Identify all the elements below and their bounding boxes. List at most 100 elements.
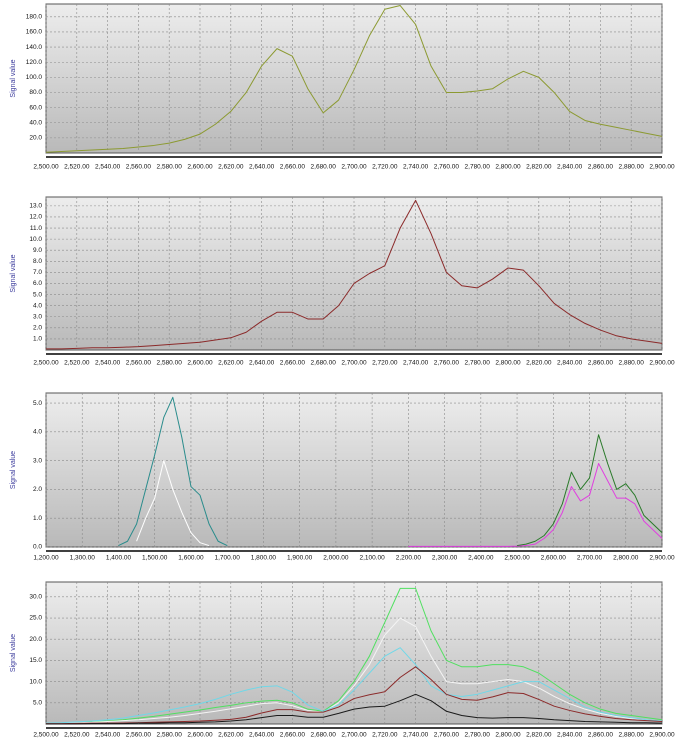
x-tick-label: 2,600.00 [187,164,213,171]
x-tick-label: 2,900.00 [649,732,675,739]
x-tick-label: 2,620.00 [218,164,244,171]
x-tick-label: 2,640.00 [249,164,275,171]
x-tick-label: 2,300.00 [432,555,458,562]
y-tick-label: 3.0 [33,457,42,464]
x-tick-label: 2,660.00 [280,360,306,367]
x-tick-label: 2,780.00 [465,164,491,171]
y-tick-label: 3.0 [33,313,42,320]
y-tick-label: 25.0 [29,615,42,622]
panel: 1,200.00 1,300.00 1,400.00 1,500.00 1,600.00… [10,392,675,562]
plot-background [45,581,663,725]
x-tick-label: 2,560.00 [126,164,152,171]
x-tick-label: 2,660.00 [280,164,306,171]
data-line [45,647,663,724]
data-line [46,693,663,725]
x-tick-label: 2,800.00 [495,732,521,739]
y-axis-title: Signal value [10,254,17,292]
y-axis-title: Signal value [10,451,17,489]
y-tick-label: 140.0 [26,44,43,51]
x-tick-label: 2,520.00 [64,732,90,739]
plot-background [45,392,663,548]
x-tick-label: 2,500.00 [33,732,59,739]
x-tick-label: 2,740.00 [403,732,429,739]
y-tick-label: 20.0 [29,135,42,142]
y-tick-label: 2.0 [33,486,42,493]
x-tick-label: 1,800.00 [251,555,277,562]
x-tick-label: 2,660.00 [280,732,306,739]
x-tick-label: 2,000.00 [323,555,349,562]
x-tick-label: 2,680.00 [311,360,337,367]
x-tick-label: 2,860.00 [588,360,614,367]
y-tick-label: 7.0 [33,269,42,276]
x-tick-label: 2,900.00 [649,555,675,562]
x-tick-label: 2,100.00 [359,555,385,562]
x-tick-label: 2,880.00 [619,164,645,171]
data-line [46,199,663,350]
x-tick-label: 2,700.00 [577,555,603,562]
x-tick-label: 2,520.00 [64,360,90,367]
data-line [136,460,210,547]
x-tick-label: 2,540.00 [95,732,121,739]
y-tick-label: 0.0 [33,544,42,551]
x-tick-label: 2,840.00 [557,164,583,171]
y-tick-label: 13.0 [29,203,42,210]
x-tick-label: 2,720.00 [372,360,398,367]
panel: 2,500.00 2,520.00 2,540.00 2,560.00 2,580.00… [10,581,675,739]
x-tick-label: 2,800.00 [613,555,639,562]
x-tick-label: 2,680.00 [311,164,337,171]
y-tick-label: 1.0 [33,336,42,343]
x-tick-label: 2,640.00 [249,360,275,367]
y-tick-label: 15.0 [29,657,42,664]
x-tick-label: 2,840.00 [557,732,583,739]
x-tick-label: 1,400.00 [106,555,132,562]
y-tick-label: 4.0 [33,429,42,436]
x-tick-label: 2,760.00 [434,360,460,367]
x-tick-label: 2,760.00 [434,732,460,739]
y-tick-label: 12.0 [29,214,42,221]
y-tick-label: 4.0 [33,302,42,309]
x-tick-label: 2,580.00 [157,360,183,367]
y-tick-label: 10.0 [29,236,42,243]
data-line [408,463,663,547]
x-tick-label: 2,800.00 [495,164,521,171]
y-tick-label: 180.0 [26,14,43,21]
data-line [118,396,228,547]
y-tick-label: 160.0 [26,29,43,36]
x-tick-label: 2,820.00 [526,732,552,739]
panel: 2,500.00 2,520.00 2,540.00 2,560.00 2,580.00… [10,196,675,367]
y-tick-label: 8.0 [33,258,42,265]
x-tick-label: 2,740.00 [403,360,429,367]
data-line [45,5,663,153]
panel: 2,500.00 2,520.00 2,540.00 2,560.00 2,580.00… [10,3,675,171]
x-tick-label: 2,620.00 [218,360,244,367]
y-tick-label: 5.0 [33,291,42,298]
y-tick-label: 20.0 [29,636,42,643]
x-tick-label: 2,900.00 [649,360,675,367]
y-tick-label: 60.0 [29,104,42,111]
x-tick-label: 2,500.00 [33,360,59,367]
x-tick-label: 2,500.00 [504,555,530,562]
x-tick-label: 2,800.00 [495,360,521,367]
x-tick-label: 2,540.00 [95,164,121,171]
x-tick-label: 2,680.00 [311,732,337,739]
x-tick-label: 1,200.00 [33,555,59,562]
x-tick-label: 2,600.00 [187,732,213,739]
data-line [45,617,663,725]
y-tick-label: 100.0 [26,74,43,81]
x-tick-label: 1,500.00 [142,555,168,562]
y-tick-label: 30.0 [29,594,42,601]
x-tick-label: 2,720.00 [372,732,398,739]
x-tick-label: 2,880.00 [619,360,645,367]
x-tick-label: 2,760.00 [434,164,460,171]
x-tick-label: 2,840.00 [557,360,583,367]
x-tick-label: 2,720.00 [372,164,398,171]
y-tick-label: 11.0 [30,225,43,232]
y-tick-label: 5.0 [33,700,42,707]
x-tick-label: 2,860.00 [588,164,614,171]
x-tick-label: 2,700.00 [341,360,367,367]
y-tick-label: 120.0 [26,59,43,66]
x-tick-label: 1,600.00 [178,555,204,562]
x-tick-label: 2,780.00 [465,360,491,367]
y-tick-label: 40.0 [29,119,42,126]
